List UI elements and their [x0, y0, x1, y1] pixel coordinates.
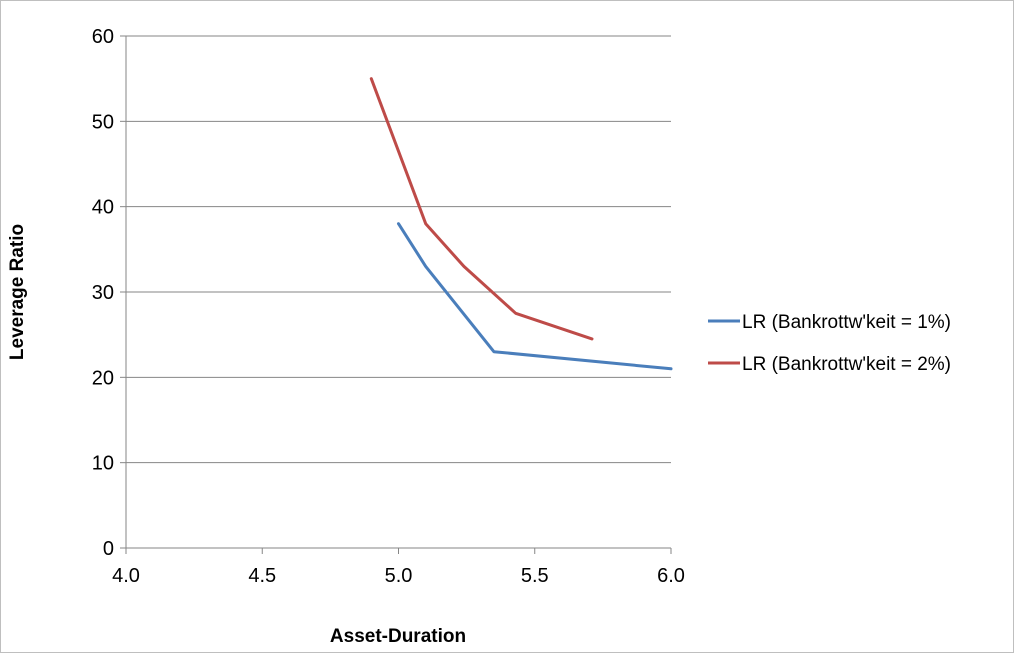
y-tick-label: 50	[92, 111, 114, 133]
series-lines	[369, 77, 673, 371]
x-tick-label: 4.0	[112, 565, 140, 587]
legend-label-1: LR (Bankrottw'keit = 1%)	[742, 312, 951, 333]
series-line-1	[397, 222, 673, 371]
y-tick-label: 20	[92, 367, 114, 389]
y-tick-label: 0	[103, 538, 114, 560]
gridlines	[126, 35, 671, 464]
legend: LR (Bankrottw'keit = 1%) LR (Bankrottw'ke…	[708, 312, 951, 375]
legend-label-2: LR (Bankrottw'keit = 2%)	[742, 354, 951, 375]
x-tick-label: 5.0	[385, 565, 413, 587]
y-tick-label: 60	[92, 26, 114, 48]
y-tick-label: 40	[92, 197, 114, 219]
x-axis-title: Asset-Duration	[330, 626, 466, 647]
series-line-2	[369, 77, 594, 341]
y-axis-title: Leverage Ratio	[7, 224, 28, 360]
axes: 0 10 20 30 40 50 60 4.0 4.5 5.0 5.5 6.0	[92, 26, 685, 587]
y-tick-label: 10	[92, 453, 114, 475]
y-tick-label: 30	[92, 282, 114, 304]
x-tick-label: 4.5	[248, 565, 276, 587]
x-tick-label: 6.0	[657, 565, 685, 587]
x-tick-label: 5.5	[521, 565, 549, 587]
